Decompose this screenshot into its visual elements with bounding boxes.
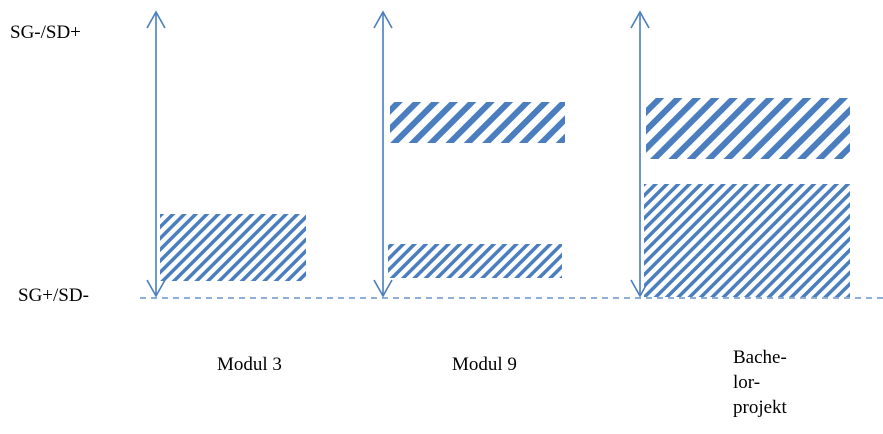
arrow-head-up-icon xyxy=(373,10,393,29)
column-label-line: Bache- xyxy=(733,347,787,368)
arrow-head-up-icon xyxy=(630,10,650,29)
arrow-head-up-icon xyxy=(146,10,166,29)
column-label-modul-9: Modul 9 xyxy=(452,352,517,377)
column-label-line: projekt xyxy=(733,397,787,418)
bar-bachelorprojekt-high xyxy=(646,98,850,159)
column-label-line: Modul 9 xyxy=(452,354,517,375)
column-modul-3 xyxy=(146,10,306,298)
arrow-head-down-icon xyxy=(373,279,393,298)
column-label-line: Modul 3 xyxy=(217,354,282,375)
axis-label-top: SG-/SD+ xyxy=(10,22,81,43)
column-label-modul-3: Modul 3 xyxy=(217,352,282,377)
arrow-head-down-icon xyxy=(146,279,166,298)
axis-label-bottom: SG+/SD- xyxy=(18,285,89,306)
bar-bachelorprojekt-low xyxy=(644,184,850,297)
column-label-bachelorprojekt: Bache- lor- projekt xyxy=(733,345,787,420)
column-bachelorprojekt xyxy=(630,10,850,298)
arrow-head-down-icon xyxy=(630,279,650,298)
bar-modul-9-low xyxy=(388,244,562,278)
column-modul-9 xyxy=(373,10,565,298)
bar-modul-9-high xyxy=(390,102,565,143)
bar-modul-3-low xyxy=(160,214,306,281)
column-label-line: lor- xyxy=(733,372,761,393)
